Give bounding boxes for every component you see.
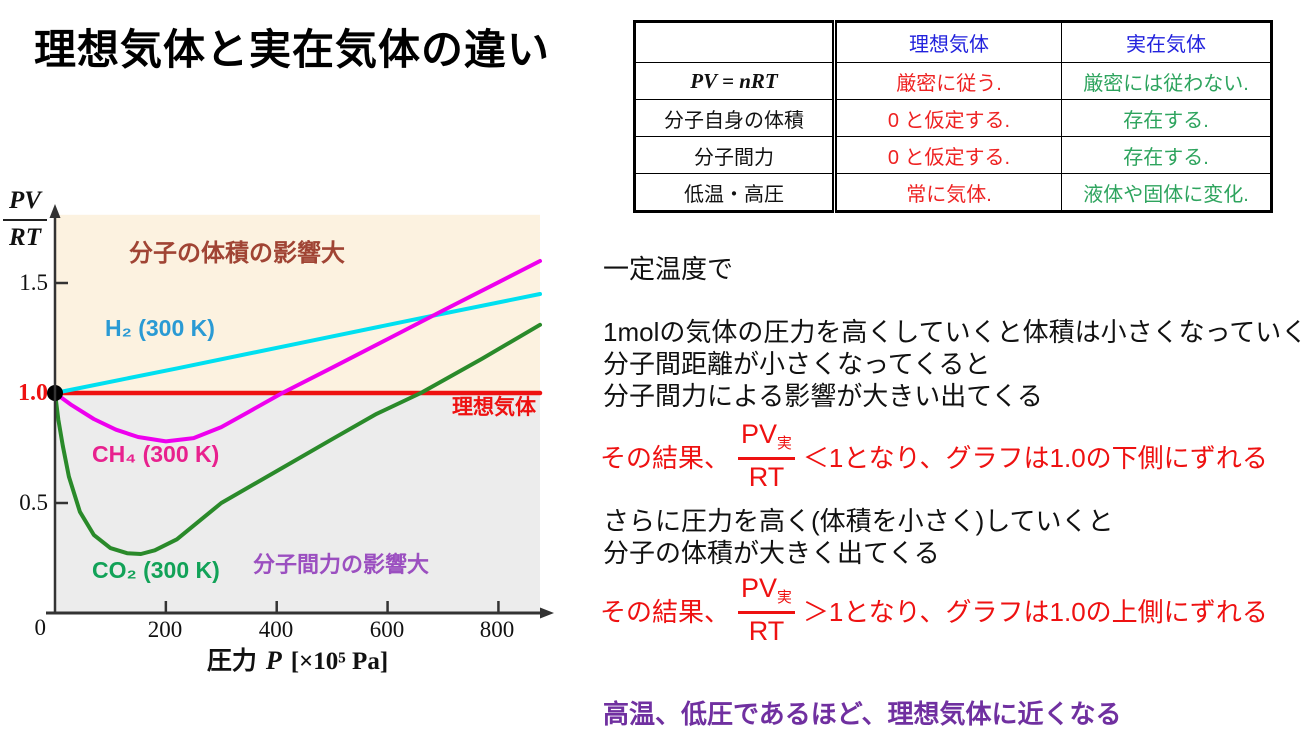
note-paragraph-1: 1molの気体の圧力を高くしていくと体積は小さくなっていく 分子間距離が小さくな… [603, 316, 1307, 412]
series-label-co2: CO₂ (300 K) [92, 557, 220, 583]
region-label-intermolecular-force: 分子間力の影響大 [253, 552, 430, 577]
table-row: 分子自身の体積 0 と仮定する. 存在する. [634, 99, 1272, 137]
x-tick-600: 600 [369, 617, 405, 642]
table-header-real-gas: 実在気体 [1061, 21, 1272, 63]
fraction-denominator: RT [748, 615, 785, 646]
x-tick-800: 800 [479, 617, 515, 642]
region-label-molecule-volume: 分子の体積の影響大 [129, 240, 345, 267]
cell-real-pv-nrt: 厳密には従わない. [1061, 62, 1272, 100]
x-axis-label: 圧力 P [×10⁵ Pa] [55, 646, 540, 677]
table-row: 分子間力 0 と仮定する. 存在する. [634, 136, 1272, 174]
series-label-h2: H₂ (300 K) [105, 315, 215, 341]
y-tick-1-0: 1.0 [18, 380, 48, 406]
x-axis-label-variable: P [265, 646, 282, 675]
table-header-ideal-gas: 理想気体 [834, 21, 1062, 63]
x-axis-label-text: 圧力 [206, 647, 257, 675]
comparison-table: 理想気体 実在気体 PV = nRT 厳密に従う. 厳密には従わない. 分子自身… [633, 20, 1273, 213]
note-result-above-one: その結果、 PV実 RT ＞1となり、グラフは1.0の上側にずれる [600, 575, 1268, 644]
note-line: 分子間距離が小さくなってくると [603, 349, 991, 379]
note-line: 分子の体積が大きく出てくる [603, 538, 940, 568]
result-text: ＜1となり、グラフは1.0の下側にずれる [802, 442, 1268, 473]
note-paragraph-2: さらに圧力を高く(体積を小さく)していくと 分子の体積が大きく出てくる [603, 505, 1114, 569]
cell-ideal-pv-nrt: 厳密に従う. [834, 62, 1062, 100]
row-label-molecule-volume: 分子自身の体積 [634, 99, 837, 137]
note-constant-temperature: 一定温度で [603, 254, 734, 284]
pv-rt-chart: PV RT 1.5 1.0 0.5 0 200 400 600 800 圧力 P… [0, 185, 560, 738]
y-axis-arrow-icon [49, 204, 61, 218]
y-tick-0-5: 0.5 [19, 490, 48, 515]
x-tick-0: 0 [34, 615, 47, 640]
table-row: 低温・高圧 常に気体. 液体や固体に変化. [634, 173, 1272, 212]
table-header-row: 理想気体 実在気体 [634, 21, 1272, 63]
row-label-low-temp-high-pressure: 低温・高圧 [634, 173, 837, 212]
pv-rt-fraction: PV実 RT [738, 575, 795, 644]
y-axis-label-denominator: RT [9, 223, 41, 251]
fraction-subscript: 実 [777, 590, 792, 607]
y-axis-label: PV RT [3, 187, 47, 253]
series-label-ch4: CH₄ (300 K) [92, 441, 220, 467]
row-label-pv-nrt: PV = nRT [634, 62, 837, 100]
cell-real-intermolecular-force: 存在する. [1061, 136, 1272, 174]
cell-real-low-temp: 液体や固体に変化. [1061, 173, 1272, 212]
table-row: PV = nRT 厳密に従う. 厳密には従わない. [634, 62, 1272, 100]
fraction-denominator: RT [748, 461, 785, 492]
page-title: 理想気体と実在気体の違い [34, 26, 551, 73]
result-prefix: その結果、 [600, 442, 731, 473]
note-line: 分子間力による影響が大きい出てくる [603, 381, 1043, 411]
axes [46, 204, 554, 619]
row-label-intermolecular-force: 分子間力 [634, 136, 837, 174]
y-tick-1-5: 1.5 [19, 270, 48, 295]
pv-rt-fraction: PV実 RT [738, 421, 795, 490]
cell-ideal-molecule-volume: 0 と仮定する. [834, 99, 1062, 137]
fraction-numerator: PV [741, 573, 778, 604]
result-text: ＞1となり、グラフは1.0の上側にずれる [802, 596, 1268, 627]
note-line: さらに圧力を高く(体積を小さく)していくと [603, 506, 1114, 536]
x-axis-label-unit: [×10⁵ Pa] [290, 648, 389, 675]
table-corner-cell [634, 21, 837, 63]
series-label-ideal-gas: 理想気体 [452, 396, 536, 419]
note-result-below-one: その結果、 PV実 RT ＜1となり、グラフは1.0の下側にずれる [600, 421, 1268, 490]
fraction-numerator: PV [741, 419, 778, 450]
note-line: 1molの気体の圧力を高くしていくと体積は小さくなっていく [603, 317, 1308, 347]
note-conclusion: 高温、低圧であるほど、理想気体に近くなる [603, 699, 1122, 729]
cell-ideal-intermolecular-force: 0 と仮定する. [834, 136, 1062, 174]
x-axis-arrow-icon [540, 607, 554, 619]
x-tick-400: 400 [258, 617, 294, 642]
fraction-subscript: 実 [777, 436, 792, 453]
cell-real-molecule-volume: 存在する. [1061, 99, 1272, 137]
x-tick-200: 200 [147, 617, 183, 642]
result-prefix: その結果、 [600, 596, 731, 627]
chart-canvas [46, 204, 554, 619]
y-axis-label-numerator: PV [3, 187, 47, 221]
cell-ideal-low-temp: 常に気体. [834, 173, 1062, 212]
